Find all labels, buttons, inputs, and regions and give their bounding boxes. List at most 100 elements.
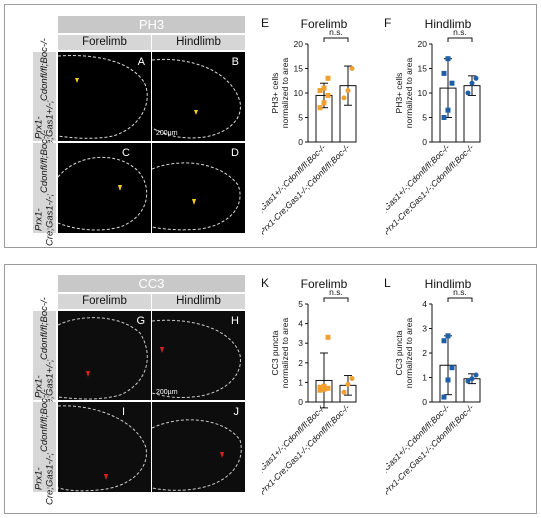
micrograph-j: J: [152, 402, 245, 492]
data-point: [473, 75, 479, 81]
data-point: [317, 387, 323, 393]
significance-label: n.s.: [329, 287, 343, 297]
data-point: [341, 95, 347, 101]
y-axis-label: PH3+ cellsnormalized to area: [270, 58, 290, 129]
panel-letter-k: K: [261, 276, 270, 290]
data-point: [321, 100, 327, 106]
data-point: [445, 377, 451, 383]
cc3-row2-genotype-label: Prx1-Cre;Gas1-/-; Cdonfl/fl;Boc-/-: [33, 389, 56, 505]
data-point: [325, 385, 331, 391]
data-point: [465, 378, 471, 384]
y-tick-label: 4: [422, 299, 427, 309]
data-point: [317, 384, 323, 390]
ph3-col-hindlimb: Hindlimb: [152, 35, 245, 50]
limb-outline-j: [152, 419, 242, 491]
arrowhead-marker: [86, 371, 90, 377]
micrograph-a: A: [58, 52, 151, 141]
y-axis-label: CC3 punctanormalized to area: [270, 318, 290, 389]
significance-bracket: [447, 37, 473, 42]
micrograph-i: I: [58, 402, 151, 492]
cc3-row1-genotype-label: Prx1-Cre;Gas1+/-; Cdonfl/fl;Boc-/-: [33, 296, 56, 415]
y-tick-label: 20: [294, 39, 304, 49]
panel-letter-e: E: [261, 16, 270, 30]
cc3-col-hindlimb: Hindlimb: [152, 294, 245, 309]
chart-title: Hindlimb: [425, 277, 472, 291]
micrograph-h: H 200µm: [152, 311, 245, 400]
cc3-col-forelimb: Forelimb: [58, 294, 151, 309]
data-point: [325, 334, 331, 340]
chart-f-hindlimb-ph3: Hindlimb PH3+ cellsnormalized to area 0 5 10…: [386, 17, 481, 238]
ph3-row1-genotype-label: Prx1-Cre;Gas1+/-; Cdonfl/fl;Boc-/-: [33, 37, 56, 156]
y-axis-label: CC3 punctanormalized to area: [394, 318, 414, 389]
data-point: [469, 376, 475, 382]
micrograph-d: D: [152, 143, 245, 233]
limb-outline-a: [58, 55, 148, 139]
limb-outline-i: [58, 405, 147, 492]
data-point: [441, 394, 447, 400]
arrowhead-marker: [194, 110, 198, 115]
arrowhead-marker: [192, 199, 196, 205]
scale-bar-label: 200µm: [156, 130, 178, 137]
y-tick-label: 5: [298, 113, 303, 123]
chart-e-forelimb-ph3: Forelimb PH3+ cellsnormalized to area 0 5 10…: [262, 17, 357, 238]
y-axis-label-line1: CC3 puncta: [270, 330, 280, 375]
y-axis-label-line2: normalized to area: [404, 318, 414, 389]
panel-letter-h: H: [231, 315, 239, 327]
data-point: [345, 381, 351, 387]
data-point: [317, 105, 323, 111]
data-point: [441, 115, 447, 120]
significance-bracket: [323, 297, 349, 302]
arrowhead-marker: [104, 474, 108, 480]
data-point: [465, 90, 471, 96]
limb-outline-g: [58, 317, 148, 400]
cc3-header: CC3: [58, 275, 245, 292]
arrowhead-marker: [220, 452, 224, 458]
y-tick-label: 15: [294, 64, 304, 74]
micrograph-c: C: [58, 143, 151, 233]
panel-letter-i: I: [122, 406, 126, 418]
y-tick-label: 5: [298, 299, 303, 309]
data-point: [441, 70, 447, 76]
panel-letter-c: C: [122, 147, 130, 159]
y-axis-label-line1: CC3 puncta: [394, 330, 404, 375]
data-point: [325, 92, 331, 98]
panel-letter-f: F: [384, 16, 392, 30]
y-tick-label: 1: [298, 377, 303, 387]
chart-k-forelimb-cc3: Forelimb CC3 punctanormalized to area 0 1 2 3…: [262, 277, 357, 498]
chart-title: Forelimb: [301, 277, 348, 291]
data-point: [341, 389, 347, 395]
y-axis-label-line2: normalized to area: [280, 58, 290, 129]
limb-outline-d: [152, 162, 241, 231]
arrowhead-marker: [75, 78, 79, 83]
panel-letter-j: J: [233, 406, 240, 418]
ph3-header: PH3: [58, 16, 245, 33]
panel-letter-g: G: [136, 315, 145, 327]
y-axis-label-line1: PH3+ cells: [270, 73, 280, 114]
data-point: [349, 66, 355, 71]
significance-label: n.s.: [329, 27, 343, 37]
y-tick-label: 10: [418, 88, 428, 98]
data-point: [473, 372, 479, 378]
y-axis-label-line1: PH3+ cells: [394, 73, 404, 114]
limb-outline-c: [58, 157, 148, 231]
y-tick-label: 3: [298, 338, 303, 348]
data-point: [321, 85, 327, 91]
data-point: [469, 80, 475, 86]
y-tick-label: 1: [422, 373, 427, 383]
y-tick-label: 0: [298, 397, 303, 407]
chart-title: Forelimb: [301, 17, 348, 31]
significance-label: n.s.: [453, 27, 467, 37]
y-tick-label: 5: [422, 113, 427, 123]
data-point: [321, 386, 327, 392]
y-axis-label: PH3+ cellsnormalized to area: [394, 58, 414, 129]
y-tick-label: 0: [298, 137, 303, 147]
panel-letter-l: L: [384, 276, 391, 290]
data-point: [349, 375, 355, 381]
data-point: [449, 80, 455, 86]
chart-l-hindlimb-cc3: Hindlimb CC3 punctanormalized to area 0 1 2 3…: [386, 277, 481, 498]
data-point: [317, 88, 323, 94]
significance-bracket: [323, 37, 349, 42]
scale-bar-label: 200µm: [156, 389, 178, 396]
y-tick-label: 3: [422, 324, 427, 334]
y-tick-label: 2: [422, 348, 427, 358]
